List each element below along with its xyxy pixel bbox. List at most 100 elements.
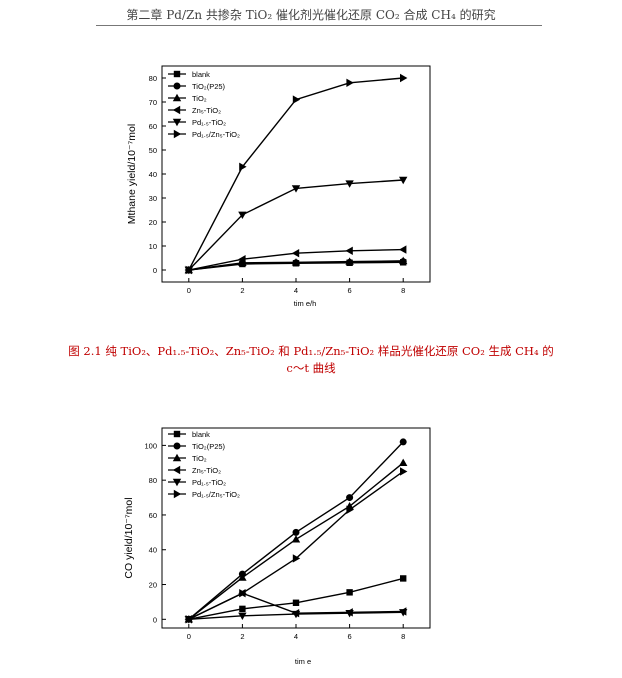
y-axis-label: CO yield/10⁻⁷mol xyxy=(123,497,135,578)
y-tick-label: 60 xyxy=(149,511,157,520)
y-tick-label: 0 xyxy=(153,615,157,624)
figure-caption-line-2: c～t 曲线 xyxy=(286,361,336,375)
y-tick-label: 40 xyxy=(149,546,157,555)
legend-marker xyxy=(173,82,181,90)
data-point xyxy=(292,95,301,104)
legend: blank TiO₂(P25) TiO₂ Zn₅-TiO₂ Pd₁.₅-TiO₂ Pd₁.… xyxy=(168,430,240,499)
y-tick-label: 0 xyxy=(153,266,157,275)
data-point xyxy=(238,211,247,219)
y-tick-label: 70 xyxy=(149,98,157,107)
legend-label: Pd₁.₅/Zn₅-TiO₂ xyxy=(192,490,240,499)
x-tick-label: 4 xyxy=(294,632,298,641)
data-point xyxy=(345,246,353,255)
data-point xyxy=(345,180,354,188)
legend: blank TiO₂(P25) TiO₂ Zn₅-TiO₂ Pd₁.₅-TiO₂ Pd₁.… xyxy=(168,70,240,139)
data-point xyxy=(399,256,408,265)
data-point xyxy=(400,467,408,476)
y-tick-label: 80 xyxy=(149,74,157,83)
data-point xyxy=(239,589,247,598)
series-zn-tio xyxy=(184,245,407,275)
data-point xyxy=(399,458,408,466)
legend-marker xyxy=(172,478,182,487)
data-point xyxy=(239,605,246,613)
x-axis-label: tim e xyxy=(295,657,311,666)
legend-label: Pd₁.₅-TiO₂ xyxy=(192,118,226,127)
figure-caption-line-1: 图 2.1 纯 TiO₂、Pd₁.₅-TiO₂、Zn₅-TiO₂ 和 Pd₁.₅… xyxy=(68,344,554,358)
data-point xyxy=(400,575,407,582)
x-tick-label: 0 xyxy=(187,286,191,295)
data-point xyxy=(291,185,301,193)
legend-marker xyxy=(172,465,181,475)
x-tick-label: 2 xyxy=(240,632,244,641)
series-pd-zn-tio xyxy=(185,73,408,275)
header-rule xyxy=(96,25,542,26)
data-point xyxy=(291,535,301,543)
y-tick-label: 80 xyxy=(149,476,157,485)
data-point xyxy=(399,176,408,185)
y-tick-label: 40 xyxy=(149,170,157,179)
data-point xyxy=(346,589,353,596)
data-point xyxy=(291,249,300,258)
y-axis-label: Mthane yield/10⁻⁷mol xyxy=(126,124,138,224)
data-point xyxy=(292,599,300,606)
data-point xyxy=(292,528,300,536)
legend-label: TiO₂ xyxy=(192,94,207,103)
legend-marker xyxy=(173,489,182,499)
y-tick-label: 20 xyxy=(149,581,157,590)
data-point xyxy=(291,610,301,619)
y-tick-label: 30 xyxy=(149,194,157,203)
data-point xyxy=(399,609,408,617)
legend-marker xyxy=(173,70,181,78)
x-tick-label: 8 xyxy=(401,632,405,641)
y-tick-label: 100 xyxy=(144,441,157,450)
x-axis-label: tim e/h xyxy=(294,299,317,308)
data-point xyxy=(185,615,193,624)
x-tick-label: 4 xyxy=(294,286,298,295)
data-point xyxy=(292,554,301,563)
x-tick-label: 2 xyxy=(240,286,244,295)
legend-marker xyxy=(173,129,182,139)
legend-label: TiO₂ xyxy=(192,454,207,463)
methane-yield-chart: 0 10 20 30 40 50 60 70 80 0 2 4 6 8 Mthane yield/10⁻⁷m… xyxy=(126,65,431,308)
series-pd-zn-tio xyxy=(185,467,408,624)
y-tick-label: 50 xyxy=(149,146,157,155)
data-point xyxy=(399,245,407,254)
y-tick-label: 60 xyxy=(149,122,157,131)
x-tick-label: 6 xyxy=(348,632,352,641)
data-point xyxy=(345,257,354,265)
y-tick-label: 20 xyxy=(149,218,157,227)
x-tick-label: 6 xyxy=(348,286,352,295)
data-point xyxy=(346,78,354,87)
legend-marker xyxy=(173,442,181,450)
legend-label: Pd₁.₅-TiO₂ xyxy=(192,478,226,487)
data-point xyxy=(238,573,247,581)
data-point xyxy=(399,438,407,446)
legend-marker xyxy=(172,105,181,115)
data-point xyxy=(239,162,247,171)
legend-marker xyxy=(172,118,182,127)
legend-label: Zn₅-TiO₂ xyxy=(192,466,221,475)
x-tick-label: 8 xyxy=(401,286,405,295)
legend-label: TiO₂(P25) xyxy=(192,442,226,451)
legend-marker xyxy=(173,430,181,438)
legend-label: TiO₂(P25) xyxy=(192,82,226,91)
legend-label: Zn₅-TiO₂ xyxy=(192,106,221,115)
data-point xyxy=(346,505,354,514)
x-tick-label: 0 xyxy=(187,632,191,641)
legend-label: Pd₁.₅/Zn₅-TiO₂ xyxy=(192,130,240,139)
data-point xyxy=(400,73,408,83)
legend-label: blank xyxy=(192,430,210,439)
data-point xyxy=(291,258,301,266)
running-head: 第二章 Pd/Zn 共掺杂 TiO₂ 催化剂光催化还原 CO₂ 合成 CH₄ 的… xyxy=(126,8,496,22)
data-point xyxy=(185,265,193,275)
data-point xyxy=(238,612,247,621)
data-point xyxy=(346,494,354,502)
data-point xyxy=(345,610,354,618)
y-tick-label: 10 xyxy=(149,242,157,251)
data-point xyxy=(238,255,246,264)
legend-marker xyxy=(172,93,182,102)
legend-label: blank xyxy=(192,70,210,79)
legend-marker xyxy=(172,453,182,462)
data-point xyxy=(238,258,247,266)
